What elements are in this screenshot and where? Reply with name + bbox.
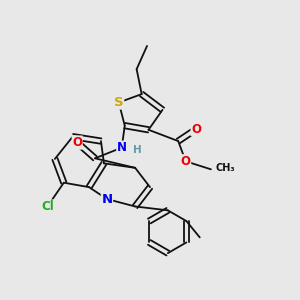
- Text: N: N: [117, 141, 127, 154]
- Text: CH₃: CH₃: [215, 163, 235, 173]
- Text: O: O: [181, 155, 191, 168]
- Text: H: H: [133, 145, 142, 155]
- Text: S: S: [114, 96, 124, 109]
- Text: N: N: [101, 193, 112, 206]
- Text: O: O: [72, 136, 82, 149]
- Text: O: O: [191, 123, 201, 136]
- Text: Cl: Cl: [41, 200, 54, 213]
